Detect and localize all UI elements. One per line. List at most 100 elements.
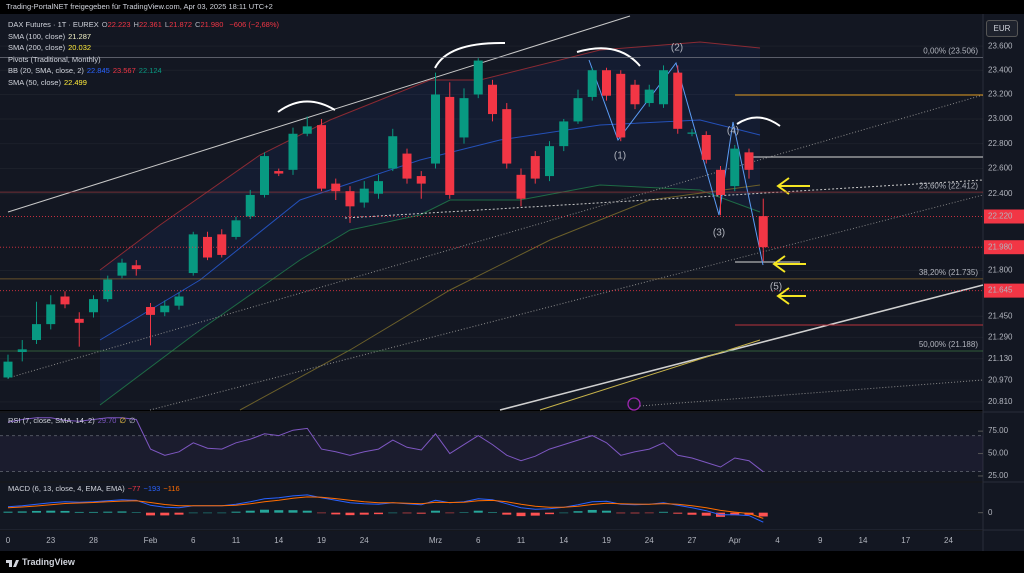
macd-histogram-bar — [131, 512, 141, 513]
wave-label: (1) — [614, 151, 626, 162]
candle-body — [345, 191, 355, 207]
x-tick-label: 4 — [775, 536, 780, 545]
x-tick-label: 24 — [944, 536, 953, 545]
candle-body — [545, 146, 554, 177]
candle-body — [459, 98, 469, 138]
macd-histogram-bar — [345, 512, 355, 516]
rsi-band — [0, 435, 983, 472]
arrow — [776, 287, 806, 305]
symbol: DAX Futures · 1T · EUREX — [8, 20, 99, 29]
macd-histogram-bar — [431, 510, 440, 513]
grid — [0, 45, 983, 403]
candle-body — [89, 299, 98, 313]
macd-histogram-bar — [602, 510, 611, 513]
y-tick-label: 75.00 — [988, 426, 1009, 435]
macd-legend: MACD (6, 13, close, 4, EMA, EMA) −77 −193−… — [8, 483, 186, 495]
macd-histogram-bar — [245, 510, 255, 513]
fib-label: 38,20% (21.735) — [919, 268, 978, 277]
candle-body — [160, 305, 170, 313]
legend-value: ∅ — [119, 416, 127, 425]
rsi-title: RSI (7, close, SMA, 14, 2) — [8, 416, 95, 425]
candle-body — [744, 152, 754, 170]
rsi-pane — [0, 413, 983, 481]
macd-histogram-bar — [701, 512, 711, 516]
fib-label: 0,00% (23.506) — [923, 47, 978, 56]
x-tick-label: Apr — [729, 536, 742, 545]
candle-body — [331, 183, 341, 192]
macd-values: −77 −193 −116 — [128, 484, 183, 493]
indicator-name: BB (20, SMA, close, 2) — [8, 66, 84, 75]
candle-body — [74, 318, 84, 323]
candle-body — [374, 181, 383, 194]
indicator-row: SMA (50, close) 22.499 — [8, 77, 282, 89]
macd-line — [7, 494, 764, 523]
macd-histogram-bar — [758, 512, 768, 517]
indicator-row: SMA (100, close) 21.287 — [8, 31, 282, 43]
signal-line — [7, 496, 764, 519]
macd-histogram-bar — [630, 512, 640, 514]
trend-line — [344, 179, 984, 219]
y-tick-label: 21.130 — [988, 354, 1013, 363]
candle-body — [587, 70, 597, 97]
candle-body — [502, 109, 512, 164]
macd-pane — [0, 483, 983, 530]
trend-line — [7, 94, 984, 379]
trend-line — [499, 284, 984, 411]
trend-line — [7, 15, 631, 213]
macd-histogram-bar — [587, 509, 597, 513]
macd-histogram-bar — [274, 510, 284, 513]
candle-body — [32, 324, 41, 341]
macd-title: MACD (6, 13, close, 4, EMA, EMA) — [8, 484, 125, 493]
arc — [434, 41, 506, 69]
legend-value: ∅ — [129, 416, 136, 425]
main-legend: DAX Futures · 1T · EUREX O22.223 H22.361 L2… — [8, 19, 282, 88]
wave-label: (5) — [770, 282, 782, 293]
candle-body — [117, 262, 127, 276]
candle-body — [516, 174, 526, 199]
macd-histogram-bar — [317, 512, 326, 514]
x-tick-label: 19 — [602, 536, 611, 545]
x-tick-label: 11 — [517, 536, 526, 545]
candle-body — [302, 126, 312, 134]
price-marker — [984, 283, 1024, 298]
sma-line — [239, 184, 761, 411]
arrow — [772, 255, 806, 273]
macd-histogram-bar — [488, 512, 497, 513]
candle-body — [473, 60, 483, 95]
wave-line — [588, 59, 764, 266]
macd-histogram-bar — [146, 512, 155, 516]
x-tick-label: 6 — [476, 536, 481, 545]
macd-histogram-bar — [331, 512, 341, 515]
macd-histogram-bar — [388, 512, 398, 514]
candle-body — [758, 216, 768, 248]
ohlc: O22.223 H22.361 L21.872 C21.980 — [102, 20, 227, 29]
candle-body — [146, 306, 155, 315]
candle-body — [730, 148, 740, 187]
currency-button[interactable]: EUR — [986, 20, 1018, 37]
candle-body — [217, 234, 227, 255]
candle-body — [602, 70, 611, 96]
legend-value: 29.70 — [97, 416, 117, 425]
bb-lower — [99, 184, 761, 406]
legend-row: DAX Futures · 1T · EUREX O22.223 H22.361 L2… — [8, 19, 282, 31]
x-tick-label: 28 — [89, 536, 98, 545]
price-marker-label: 21.980 — [988, 242, 1013, 251]
ohlc-key: L — [164, 20, 170, 29]
indicator-value: 22.845 — [86, 66, 110, 75]
candle-body — [716, 169, 725, 195]
rsi-values: 29.70 ∅ ∅ — [98, 416, 139, 425]
macd-histogram-bar — [616, 512, 626, 514]
event-icon — [627, 397, 641, 411]
ohlc-value: 22.223 — [107, 20, 131, 29]
bb-upper — [99, 41, 761, 271]
x-tick-label: 27 — [688, 536, 697, 545]
candle-body — [673, 72, 683, 129]
time-axis — [0, 531, 983, 551]
candle-body — [573, 98, 583, 122]
y-tick-label: 20.970 — [988, 375, 1013, 384]
macd-histogram-bar — [730, 512, 740, 516]
indicator-name: SMA (200, close) — [8, 43, 66, 52]
y-tick-label: 50.00 — [988, 449, 1009, 458]
arc — [277, 100, 336, 113]
